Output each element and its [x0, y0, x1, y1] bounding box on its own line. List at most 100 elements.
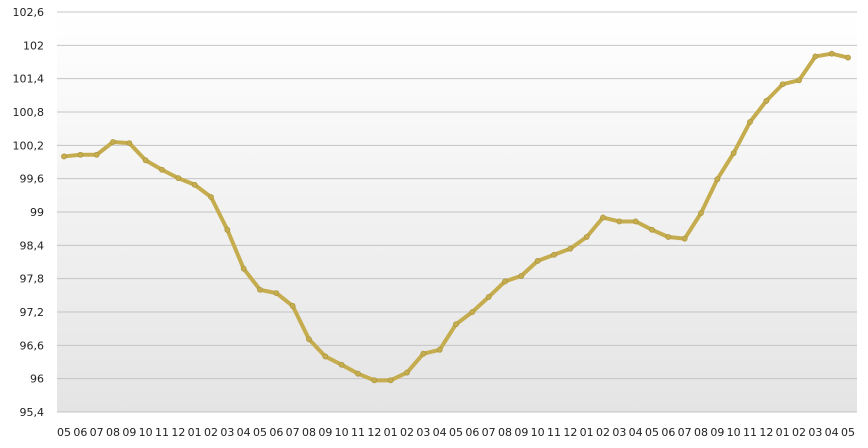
x-tick-label: 02 [400, 426, 414, 439]
x-tick-label: 05 [449, 426, 463, 439]
x-tick-label: 07 [482, 426, 496, 439]
data-point [420, 350, 427, 357]
data-point [779, 81, 786, 88]
x-tick-label: 06 [465, 426, 479, 439]
data-point [600, 214, 606, 221]
x-tick-label: 01 [384, 426, 398, 439]
data-point [208, 194, 214, 200]
data-point [845, 54, 851, 61]
data-point [485, 294, 492, 300]
data-point [453, 321, 459, 328]
data-point [224, 226, 231, 233]
data-point [371, 377, 378, 384]
data-point [404, 369, 410, 376]
data-point [730, 150, 737, 157]
data-point [306, 336, 312, 343]
x-tick-label: 10 [531, 426, 545, 439]
y-tick-label: 102 [23, 39, 44, 52]
y-tick-label: 95,4 [20, 406, 45, 419]
data-point [387, 377, 394, 384]
x-tick-label: 12 [171, 426, 185, 439]
data-point [191, 181, 198, 188]
x-tick-label: 06 [73, 426, 87, 439]
y-tick-label: 97,2 [20, 306, 45, 319]
x-tick-label: 02 [596, 426, 610, 439]
data-point [61, 153, 67, 160]
x-tick-label: 09 [122, 426, 136, 439]
data-point [289, 302, 296, 309]
x-tick-label: 11 [351, 426, 365, 439]
x-tick-label: 11 [155, 426, 169, 439]
x-tick-label: 05 [253, 426, 267, 439]
data-point [796, 77, 802, 84]
data-point [257, 286, 263, 293]
y-tick-label: 98,4 [20, 239, 45, 252]
data-point [714, 176, 721, 183]
data-point [518, 272, 525, 279]
x-tick-label: 03 [612, 426, 626, 439]
data-point [681, 235, 688, 242]
data-point [436, 346, 443, 353]
data-point [502, 278, 508, 285]
data-point [747, 119, 753, 125]
x-tick-label: 10 [139, 426, 153, 439]
y-tick-label: 97,8 [20, 273, 45, 286]
x-tick-label: 04 [237, 426, 251, 439]
data-point [240, 265, 247, 272]
x-tick-label: 09 [514, 426, 528, 439]
y-tick-label: 102,6 [13, 6, 45, 19]
x-tick-label: 07 [678, 426, 692, 439]
x-tick-label: 09 [318, 426, 332, 439]
x-tick-label: 01 [188, 426, 202, 439]
data-point [616, 218, 623, 225]
y-tick-label: 99,6 [20, 173, 45, 186]
x-tick-label: 01 [776, 426, 790, 439]
data-point [828, 50, 835, 57]
x-tick-label: 08 [106, 426, 120, 439]
x-tick-label: 08 [498, 426, 512, 439]
x-tick-label: 11 [743, 426, 757, 439]
x-tick-label: 12 [367, 426, 381, 439]
y-tick-label: 96 [30, 373, 44, 386]
data-point [534, 257, 541, 264]
data-point [469, 309, 476, 315]
x-tick-label: 12 [759, 426, 773, 439]
grid-lines [57, 11, 857, 413]
y-tick-label: 96,6 [20, 339, 45, 352]
data-point [142, 157, 149, 164]
x-tick-label: 06 [661, 426, 675, 439]
x-tick-label: 03 [220, 426, 234, 439]
y-tick-label: 100,2 [13, 139, 45, 152]
x-tick-label: 01 [580, 426, 594, 439]
data-point [77, 151, 84, 158]
x-tick-label: 12 [563, 426, 577, 439]
x-tick-label: 08 [302, 426, 316, 439]
data-point [338, 361, 345, 368]
x-tick-label: 04 [629, 426, 643, 439]
data-point [551, 251, 557, 258]
x-tick-label: 10 [727, 426, 741, 439]
x-tick-label: 07 [286, 426, 300, 439]
x-tick-label: 05 [841, 426, 855, 439]
data-point [126, 140, 133, 147]
series-layer [61, 50, 851, 384]
data-point [355, 370, 361, 377]
x-tick-label: 03 [416, 426, 430, 439]
data-point [273, 290, 280, 297]
x-tick-label: 03 [808, 426, 822, 439]
x-tick-label: 02 [792, 426, 806, 439]
data-point [632, 218, 639, 225]
x-tick-label: 09 [710, 426, 724, 439]
data-point [812, 53, 819, 60]
data-point [649, 226, 655, 233]
x-axis: 05 06 07 08 09 10 11 12 01 02 03 04 05 06 07 08 09 10 11 12… [57, 426, 855, 439]
data-point [567, 245, 574, 252]
x-tick-label: 07 [90, 426, 104, 439]
data-point [665, 234, 672, 240]
x-tick-label: 04 [825, 426, 839, 439]
data-point [110, 139, 116, 145]
x-tick-label: 06 [269, 426, 283, 439]
data-point [763, 97, 770, 104]
data-point [322, 353, 329, 360]
data-point [93, 151, 100, 158]
